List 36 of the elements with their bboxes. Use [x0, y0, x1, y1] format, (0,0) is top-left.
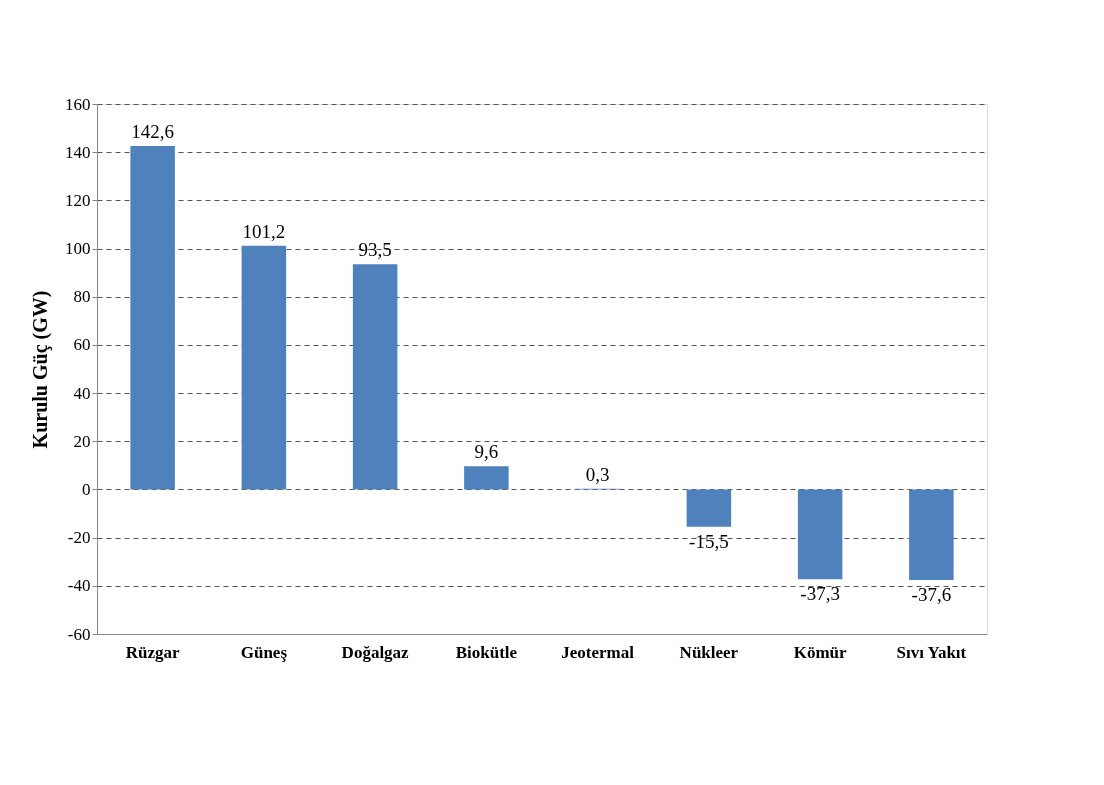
y-tick-label: 40 — [73, 383, 91, 403]
bar — [352, 264, 398, 490]
y-tick-label: 100 — [65, 239, 91, 259]
x-tick-label: Rüzgar — [125, 642, 180, 662]
x-tick-label: Kömür — [793, 642, 848, 662]
bar — [464, 466, 509, 490]
x-tick-label: Jeotermal — [561, 642, 635, 662]
x-tick-label: Doğalgaz — [341, 642, 410, 662]
data-label: 0,3 — [585, 463, 610, 485]
bar — [686, 489, 732, 527]
y-tick-label: 80 — [73, 287, 91, 307]
x-tick-label: Nükleer — [679, 642, 739, 662]
y-axis-title: Kurulu Güç (GW) — [29, 290, 52, 449]
y-tick-label: 20 — [73, 431, 91, 451]
y-tick-label: -20 — [67, 528, 91, 548]
data-label: -15,5 — [689, 530, 729, 552]
data-label: -37,6 — [911, 584, 952, 606]
bar — [909, 489, 954, 581]
bar — [241, 245, 287, 490]
data-label: 142,6 — [131, 120, 174, 142]
y-tick-label: 160 — [65, 94, 91, 114]
y-tick-label: 0 — [82, 479, 91, 499]
data-label: 9,6 — [474, 441, 499, 463]
data-label: 101,2 — [242, 220, 286, 242]
data-label: 93,5 — [358, 239, 392, 261]
y-tick-label: 60 — [73, 335, 91, 355]
data-label: -37,3 — [800, 583, 840, 605]
bar — [797, 489, 843, 580]
y-tick-label: -40 — [67, 576, 91, 596]
x-tick-label: Güneş — [240, 642, 288, 662]
x-tick-label: Biokütle — [455, 642, 518, 662]
bar — [130, 145, 175, 490]
x-tick-label: Sıvı Yakıt — [896, 642, 967, 662]
y-tick-label: -60 — [67, 624, 91, 644]
y-tick-label: 140 — [65, 142, 91, 162]
y-tick-label: 120 — [65, 190, 91, 210]
